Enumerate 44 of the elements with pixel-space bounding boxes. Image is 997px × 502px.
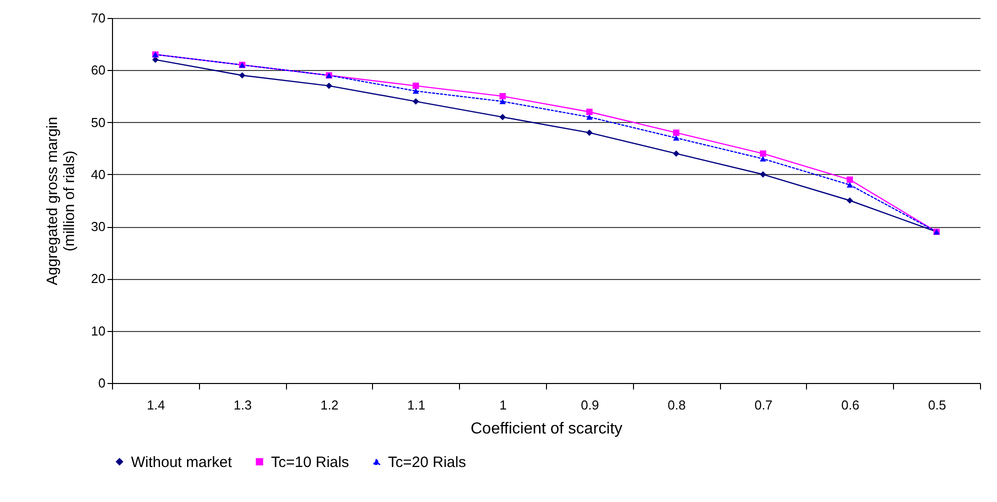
point [412,82,419,89]
point [760,171,766,178]
point [673,130,680,136]
x-tick-label: 0.7 [754,398,773,412]
point [586,130,593,136]
point [846,182,853,188]
legend-label: Without market [131,454,233,471]
point [499,93,506,100]
point [239,72,246,79]
point [586,108,593,116]
point [846,197,853,204]
legend-label: Tc=10 Rials [271,454,349,471]
x-tick-label: 1.1 [407,398,426,412]
x-tick-label: 1 [499,398,507,412]
y-tick-label: 10 [91,323,106,338]
point [499,98,506,104]
point [499,114,506,120]
x-tick-label: 0.5 [928,398,946,412]
legend-label: Tc=20 Rials [388,454,466,471]
y-tick-label: 0 [98,376,106,390]
x-tick-label: 0.6 [841,398,860,412]
x-tick-label: 1.3 [234,398,252,412]
point [586,114,593,120]
point [152,56,159,63]
point [326,82,332,89]
point [412,98,419,105]
x-tick-label: 0.8 [668,398,686,412]
y-tick-label: 50 [91,114,106,130]
point [760,150,766,157]
x-tick-label: 1.2 [320,398,339,412]
point [673,135,680,141]
y-axis-title: Aggregated gross margin (million of rials) [44,116,78,286]
point [673,150,680,157]
point [412,88,419,94]
point [846,176,853,183]
point [760,156,766,162]
y-tick-label: 70 [91,10,106,26]
y-tick-label: 20 [91,271,106,286]
y-tick-label: 60 [91,62,106,78]
y-tick-label: 30 [91,219,106,234]
y-tick-label: 40 [91,166,106,182]
x-tick-label: 0.9 [580,398,599,412]
x-tick-label: 1.4 [146,398,165,412]
x-axis-title: Coefficient of scarcity [470,420,622,438]
